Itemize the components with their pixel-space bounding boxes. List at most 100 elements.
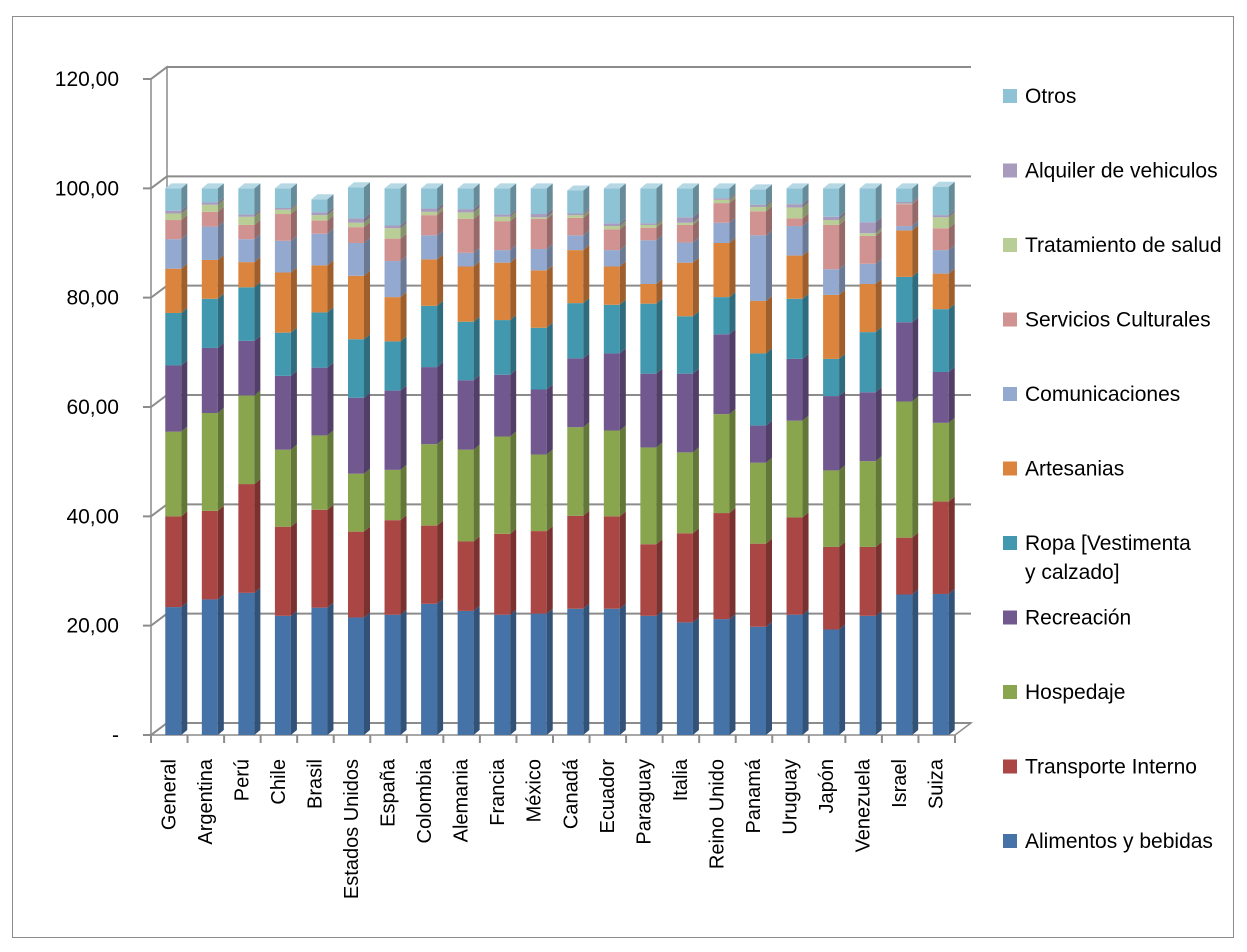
bar-segment bbox=[238, 211, 261, 225]
bar-segment-front bbox=[932, 372, 949, 423]
bar-segment-side bbox=[656, 279, 663, 304]
bar-segment-front bbox=[676, 217, 693, 223]
bar-segment-front bbox=[274, 272, 291, 333]
bar-segment-front bbox=[713, 203, 730, 223]
legend-swatch bbox=[1003, 387, 1017, 401]
bar-segment-side bbox=[948, 210, 955, 218]
bar-segment-front bbox=[859, 284, 876, 333]
bar-segment-front bbox=[786, 204, 803, 208]
bar-segment-side bbox=[839, 215, 846, 225]
legend: Otros Alquiler de vehiculos Tratamiento de… bbox=[1003, 85, 1222, 853]
bar-segment-front bbox=[384, 228, 401, 239]
bar-segment-side bbox=[912, 199, 919, 227]
stacked-bar bbox=[750, 184, 772, 735]
bar-segment bbox=[896, 225, 919, 277]
bar-segment bbox=[311, 430, 334, 510]
bar-segment-side bbox=[766, 184, 772, 205]
bar-segment-side bbox=[546, 384, 553, 455]
bar-segment bbox=[384, 515, 407, 615]
bar-segment bbox=[494, 216, 517, 251]
bar-segment-side bbox=[473, 204, 480, 213]
bar-segment-side bbox=[254, 211, 261, 225]
bar-segment-front bbox=[238, 214, 255, 217]
bar-segment-side bbox=[364, 270, 370, 340]
bar-segment-front bbox=[165, 365, 182, 432]
bar-segment-front bbox=[384, 614, 401, 735]
bar-segment bbox=[348, 392, 370, 474]
bar-segment-front bbox=[932, 215, 949, 218]
bar-top-cap bbox=[676, 183, 699, 189]
legend-swatch bbox=[1003, 238, 1017, 252]
bar-segment bbox=[348, 612, 370, 735]
bar-segment bbox=[530, 183, 553, 215]
bar-segment bbox=[311, 602, 334, 735]
bar-segment-side bbox=[181, 234, 188, 269]
bar-segment-front bbox=[859, 188, 876, 223]
bar-segment bbox=[859, 387, 882, 462]
bar-segment bbox=[384, 256, 407, 298]
stacked-bar bbox=[274, 183, 297, 735]
bar-segment-front bbox=[165, 239, 182, 269]
bar-segment bbox=[859, 228, 882, 236]
bar-segment-front bbox=[384, 341, 401, 391]
bar-segment-front bbox=[823, 629, 840, 735]
bar-segment-side bbox=[254, 183, 261, 215]
bar-segment bbox=[567, 422, 590, 516]
bar-segment-front bbox=[896, 204, 913, 227]
bar-segment-front bbox=[384, 520, 401, 615]
stacked-bar bbox=[603, 183, 626, 735]
bar-segment-front bbox=[238, 239, 255, 263]
stacked-bar bbox=[859, 183, 882, 735]
bar-segment-front bbox=[384, 188, 401, 226]
bar-segment bbox=[640, 442, 663, 545]
bar-segment-side bbox=[181, 208, 188, 221]
bar-segment-side bbox=[510, 257, 517, 321]
bar-segment-side bbox=[619, 245, 626, 267]
bar-segment-front bbox=[932, 186, 949, 216]
bar-segment-front bbox=[311, 215, 328, 221]
bar-segment bbox=[640, 183, 663, 224]
bar-segment-side bbox=[217, 206, 224, 227]
bar-segment bbox=[348, 238, 370, 276]
bar-segment-side bbox=[619, 218, 626, 227]
bar-segment-front bbox=[201, 211, 218, 227]
bar-segment-front bbox=[750, 206, 766, 212]
bar-segment-side bbox=[546, 212, 553, 219]
bar-segment-front bbox=[896, 594, 913, 735]
bar-segment bbox=[494, 183, 517, 215]
bar-segment bbox=[457, 213, 480, 253]
bar-segment bbox=[421, 520, 444, 604]
bar-segment bbox=[201, 293, 224, 348]
bar-segment-front bbox=[603, 608, 620, 735]
bar-segment-side bbox=[802, 199, 809, 208]
bar-segment-front bbox=[786, 218, 803, 227]
bar-segment-front bbox=[421, 211, 438, 216]
legend-item: Alquiler de vehiculos bbox=[1003, 160, 1218, 183]
bar-segment-side bbox=[437, 206, 444, 216]
bar-segment bbox=[201, 199, 224, 212]
bar-segment-front bbox=[348, 218, 364, 223]
bar-segment-front bbox=[421, 235, 438, 260]
bar-segment-front bbox=[823, 220, 840, 225]
bar-segment bbox=[457, 444, 480, 542]
legend-item: Ropa [Vestimenta y calzado] bbox=[1003, 532, 1191, 584]
bar-segment-front bbox=[823, 294, 840, 359]
bar-segment-front bbox=[713, 334, 730, 415]
gridlines bbox=[143, 66, 971, 736]
legend-item: Comunicaciones bbox=[1003, 383, 1180, 406]
bar-segment-front bbox=[859, 332, 876, 393]
legend-swatch bbox=[1003, 536, 1017, 550]
legend-item: Hospedaje bbox=[1003, 681, 1125, 704]
bar-segment-side bbox=[473, 536, 480, 611]
bar-segment bbox=[238, 479, 261, 593]
bar-segment-front bbox=[457, 266, 474, 322]
bar-segment-side bbox=[290, 327, 297, 376]
bar-segment-side bbox=[619, 183, 626, 224]
bar-segment bbox=[750, 457, 772, 544]
bar-segment bbox=[348, 217, 370, 228]
bar-segment bbox=[457, 204, 480, 213]
bar-segment-side bbox=[802, 221, 809, 256]
stacked-bar bbox=[238, 183, 261, 735]
bar-segment bbox=[603, 245, 626, 267]
bar-segment-front bbox=[896, 226, 913, 231]
